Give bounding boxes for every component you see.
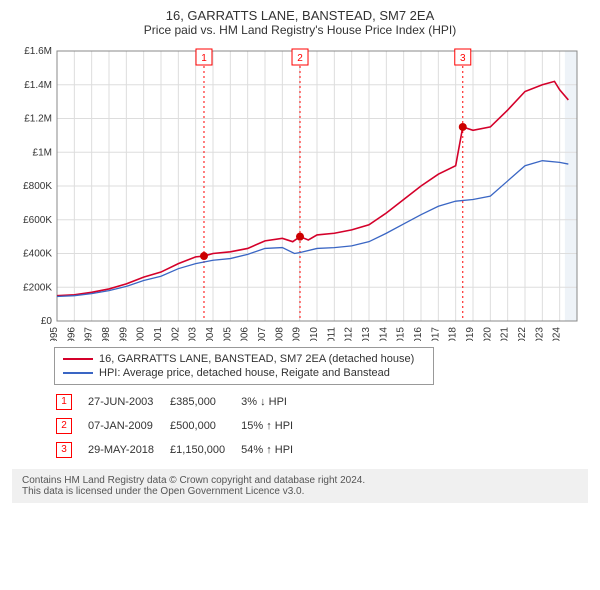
- svg-text:2014: 2014: [378, 327, 389, 341]
- svg-text:2012: 2012: [344, 327, 355, 341]
- svg-text:£0: £0: [41, 316, 53, 327]
- svg-text:1995: 1995: [49, 327, 60, 341]
- svg-text:2006: 2006: [240, 327, 251, 341]
- footer-line-2: This data is licensed under the Open Gov…: [22, 486, 578, 497]
- event-price: £385,000: [170, 391, 239, 413]
- svg-text:2001: 2001: [153, 327, 164, 341]
- event-row: 2 07-JAN-2009£500,00015% ↑ HPI: [56, 415, 307, 437]
- svg-text:3: 3: [460, 53, 466, 64]
- svg-text:1999: 1999: [118, 327, 129, 341]
- svg-text:2008: 2008: [274, 327, 285, 341]
- svg-text:2021: 2021: [500, 327, 511, 341]
- svg-text:2005: 2005: [222, 327, 233, 341]
- legend: 16, GARRATTS LANE, BANSTEAD, SM7 2EA (de…: [54, 347, 434, 385]
- svg-text:£400K: £400K: [23, 249, 52, 260]
- footer-line-1: Contains HM Land Registry data © Crown c…: [22, 475, 578, 486]
- svg-text:2024: 2024: [552, 327, 563, 341]
- event-row: 3 29-MAY-2018£1,150,00054% ↑ HPI: [56, 439, 307, 461]
- title-line-2: Price paid vs. HM Land Registry's House …: [12, 23, 588, 37]
- svg-text:£1.2M: £1.2M: [24, 114, 52, 125]
- svg-text:2007: 2007: [257, 327, 268, 341]
- svg-text:£200K: £200K: [23, 282, 52, 293]
- svg-text:£1M: £1M: [33, 147, 52, 158]
- svg-text:2023: 2023: [534, 327, 545, 341]
- chart-svg: £0 £200K £400K £600K £800K £1M £1.2M £1.4M £1.6M…: [12, 41, 588, 341]
- svg-text:2003: 2003: [188, 327, 199, 341]
- svg-text:1: 1: [201, 53, 207, 64]
- event-row: 1 27-JUN-2003£385,0003% ↓ HPI: [56, 391, 307, 413]
- legend-label-property: 16, GARRATTS LANE, BANSTEAD, SM7 2EA (de…: [99, 353, 414, 365]
- event-marker: 3: [56, 442, 72, 458]
- svg-text:2010: 2010: [309, 327, 320, 341]
- event-date: 27-JUN-2003: [88, 391, 168, 413]
- legend-swatch-property: [63, 358, 93, 360]
- svg-text:2009: 2009: [292, 327, 303, 341]
- event-date: 07-JAN-2009: [88, 415, 168, 437]
- svg-text:1997: 1997: [84, 327, 95, 341]
- svg-text:1996: 1996: [66, 327, 77, 341]
- root: 16, GARRATTS LANE, BANSTEAD, SM7 2EA Pri…: [0, 0, 600, 511]
- event-date: 29-MAY-2018: [88, 439, 168, 461]
- svg-text:2004: 2004: [205, 327, 216, 341]
- legend-swatch-hpi: [63, 372, 93, 374]
- event-delta: 3% ↓ HPI: [241, 391, 307, 413]
- svg-text:2019: 2019: [465, 327, 476, 341]
- legend-item-property: 16, GARRATTS LANE, BANSTEAD, SM7 2EA (de…: [63, 352, 425, 366]
- event-price: £500,000: [170, 415, 239, 437]
- svg-text:£1.4M: £1.4M: [24, 80, 52, 91]
- event-marker: 2: [56, 418, 72, 434]
- svg-text:2022: 2022: [517, 327, 528, 341]
- svg-text:2015: 2015: [396, 327, 407, 341]
- svg-text:2016: 2016: [413, 327, 424, 341]
- svg-text:£1.6M: £1.6M: [24, 46, 52, 57]
- svg-text:2000: 2000: [136, 327, 147, 341]
- svg-text:2020: 2020: [482, 327, 493, 341]
- svg-text:2011: 2011: [326, 327, 337, 341]
- svg-text:2017: 2017: [430, 327, 441, 341]
- svg-text:2002: 2002: [170, 327, 181, 341]
- svg-text:2: 2: [297, 53, 303, 64]
- title-line-1: 16, GARRATTS LANE, BANSTEAD, SM7 2EA: [12, 8, 588, 23]
- chart: £0 £200K £400K £600K £800K £1M £1.2M £1.4M £1.6M…: [12, 41, 588, 341]
- svg-text:2013: 2013: [361, 327, 372, 341]
- title-block: 16, GARRATTS LANE, BANSTEAD, SM7 2EA Pri…: [12, 8, 588, 37]
- footer: Contains HM Land Registry data © Crown c…: [12, 469, 588, 503]
- svg-text:2018: 2018: [448, 327, 459, 341]
- svg-text:£800K: £800K: [23, 181, 52, 192]
- legend-item-hpi: HPI: Average price, detached house, Reig…: [63, 366, 425, 380]
- event-delta: 54% ↑ HPI: [241, 439, 307, 461]
- events-table: 1 27-JUN-2003£385,0003% ↓ HPI 2 07-JAN-2009…: [54, 389, 309, 463]
- event-price: £1,150,000: [170, 439, 239, 461]
- event-marker: 1: [56, 394, 72, 410]
- svg-text:£600K: £600K: [23, 215, 52, 226]
- legend-label-hpi: HPI: Average price, detached house, Reig…: [99, 367, 390, 379]
- event-delta: 15% ↑ HPI: [241, 415, 307, 437]
- svg-text:1998: 1998: [101, 327, 112, 341]
